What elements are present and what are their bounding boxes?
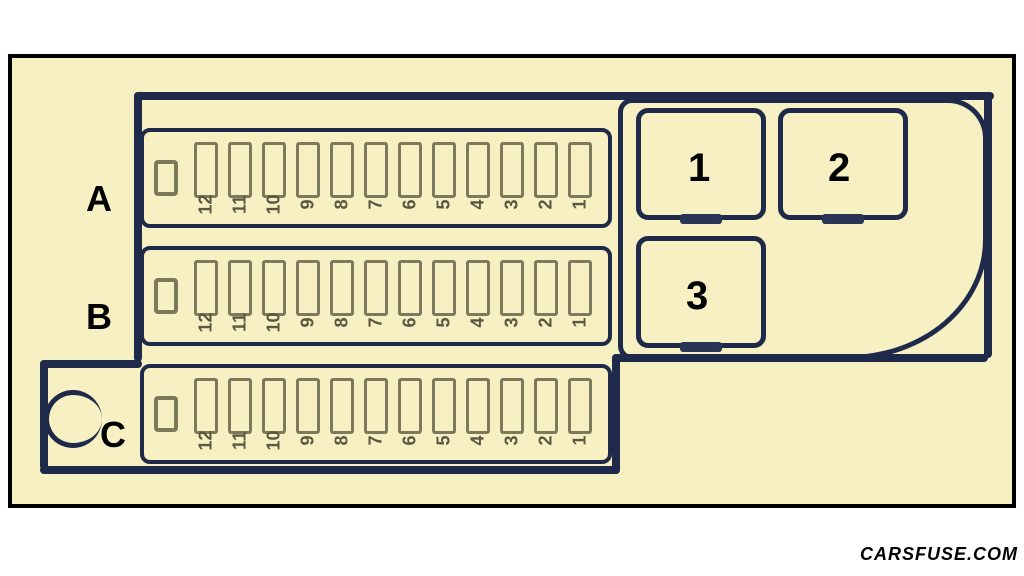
fuse-slot	[330, 260, 354, 316]
fuse-number: 1	[570, 313, 591, 333]
relay-tab	[822, 214, 864, 224]
relay-tab	[680, 342, 722, 352]
fuse-number: 8	[332, 313, 353, 333]
fuse-number: 6	[400, 431, 421, 451]
relay-number: 2	[828, 146, 850, 191]
fuse-slot	[500, 142, 524, 198]
row-indicator	[154, 160, 178, 196]
fuse-number: 11	[230, 195, 251, 215]
fuse-slot	[568, 378, 592, 434]
row-label-a: A	[86, 178, 112, 220]
fuse-slot	[364, 378, 388, 434]
fuse-number: 11	[230, 313, 251, 333]
row-label-c: C	[100, 414, 126, 456]
fuse-slot	[262, 142, 286, 198]
fuse-slot	[228, 260, 252, 316]
fuse-number: 4	[468, 313, 489, 333]
fuse-number: 3	[502, 195, 523, 215]
fuse-slot	[296, 260, 320, 316]
outline-segment	[40, 360, 142, 368]
fuse-number: 1	[570, 195, 591, 215]
fuse-number: 4	[468, 431, 489, 451]
fuse-number: 5	[434, 313, 455, 333]
row-indicator	[154, 278, 178, 314]
fuse-number: 9	[298, 313, 319, 333]
fuse-number: 2	[536, 313, 557, 333]
fuse-number: 12	[196, 195, 217, 215]
fuse-slot	[432, 378, 456, 434]
fuse-number: 4	[468, 195, 489, 215]
fuse-number: 10	[264, 195, 285, 215]
fuse-number: 8	[332, 431, 353, 451]
fuse-slot	[228, 378, 252, 434]
fuse-slot	[568, 260, 592, 316]
fuse-number: 5	[434, 431, 455, 451]
fuse-number: 10	[264, 313, 285, 333]
mounting-lobe	[44, 390, 102, 448]
fuse-number: 2	[536, 195, 557, 215]
fuse-number: 11	[230, 431, 251, 451]
fuse-slot	[330, 142, 354, 198]
fuse-number: 5	[434, 195, 455, 215]
fuse-number: 12	[196, 431, 217, 451]
row-indicator	[154, 396, 178, 432]
row-label-b: B	[86, 296, 112, 338]
fuse-slot	[466, 260, 490, 316]
fuse-slot	[364, 260, 388, 316]
fuse-number: 9	[298, 431, 319, 451]
fuse-slot	[534, 378, 558, 434]
fuse-slot	[568, 142, 592, 198]
fuse-number: 2	[536, 431, 557, 451]
fuse-slot	[194, 260, 218, 316]
fuse-number: 9	[298, 195, 319, 215]
relay-number: 1	[688, 146, 710, 191]
fuse-number: 6	[400, 313, 421, 333]
fuse-slot	[364, 142, 388, 198]
fuse-number: 3	[502, 431, 523, 451]
fuse-slot	[500, 260, 524, 316]
fuse-number: 3	[502, 313, 523, 333]
fuse-slot	[500, 378, 524, 434]
fuse-slot	[398, 142, 422, 198]
fuse-number: 7	[366, 195, 387, 215]
fuse-slot	[398, 260, 422, 316]
outline-segment	[612, 354, 620, 474]
fuse-number: 10	[264, 431, 285, 451]
outline-segment	[40, 466, 620, 474]
watermark: CARSFUSE.COM	[860, 544, 1018, 565]
fuse-slot	[534, 142, 558, 198]
fuse-slot	[466, 142, 490, 198]
fuse-slot	[296, 142, 320, 198]
fuse-slot	[194, 142, 218, 198]
fuse-number: 12	[196, 313, 217, 333]
relay-number: 3	[686, 274, 708, 319]
fuse-slot	[296, 378, 320, 434]
fuse-slot	[432, 142, 456, 198]
fuse-slot	[534, 260, 558, 316]
fuse-slot	[398, 378, 422, 434]
fuse-number: 8	[332, 195, 353, 215]
fuse-slot	[330, 378, 354, 434]
fuse-number: 7	[366, 431, 387, 451]
fuse-number: 7	[366, 313, 387, 333]
fuse-number: 1	[570, 431, 591, 451]
fuse-slot	[194, 378, 218, 434]
fuse-slot	[432, 260, 456, 316]
fuse-slot	[262, 378, 286, 434]
relay-tab	[680, 214, 722, 224]
fuse-slot	[228, 142, 252, 198]
fuse-slot	[262, 260, 286, 316]
fuse-number: 6	[400, 195, 421, 215]
fuse-slot	[466, 378, 490, 434]
